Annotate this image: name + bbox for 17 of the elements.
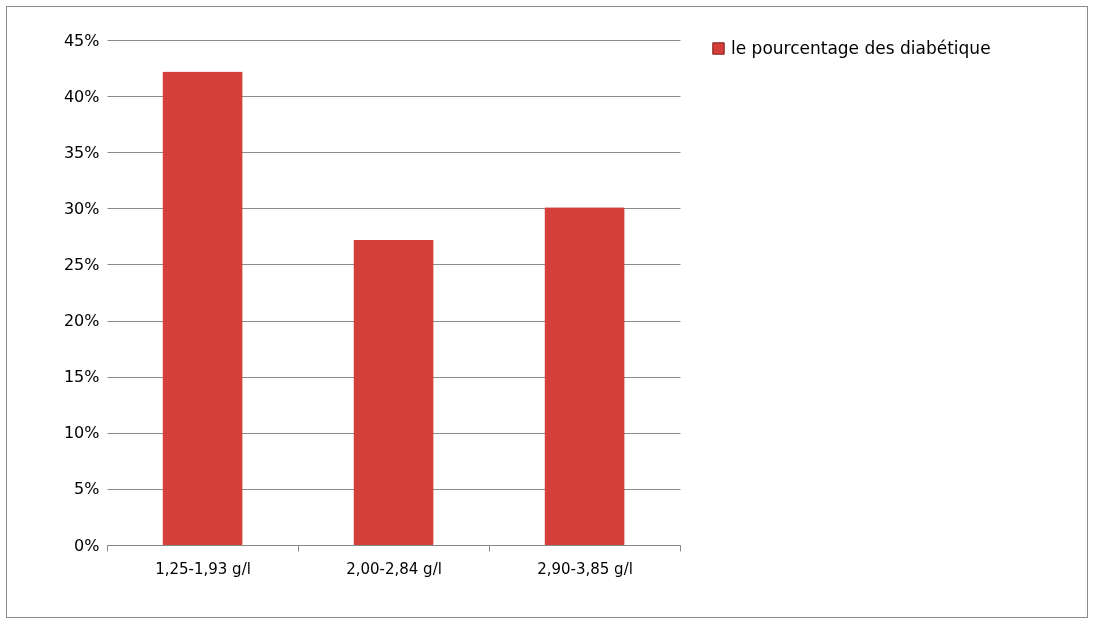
y-tick-label: 15% [63,367,100,387]
y-tick-label: 35% [63,142,100,162]
legend-label: le pourcentage des diabétique [731,37,991,58]
y-tick-label: 30% [63,198,100,218]
x-tick-label: 2,90-3,85 g/l [537,559,633,578]
y-tick-label: 20% [63,311,100,331]
x-tick-label: 2,00-2,84 g/l [346,559,442,578]
y-tick-label: 5% [74,479,100,499]
y-tick-label: 40% [63,86,100,106]
bar [162,71,243,545]
y-tick-label: 25% [63,254,100,274]
y-tick-label: 0% [74,535,100,555]
x-tick-label: 1,25-1,93 g/l [155,559,251,578]
y-tick-label: 10% [63,423,100,443]
bar [353,239,434,545]
y-tick-label: 45% [63,30,100,50]
bar [544,207,625,545]
